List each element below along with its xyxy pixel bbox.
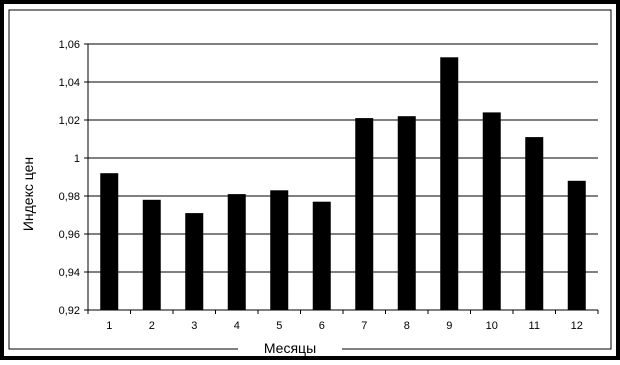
x-tick-label: 4 (234, 320, 240, 332)
bar (185, 213, 204, 310)
x-tick-labels: 1 2 3 4 5 6 7 8 9 10 11 12 (106, 320, 583, 332)
gridlines (88, 43, 598, 273)
bar (482, 112, 501, 311)
y-tick-label: 1,06 (59, 39, 80, 51)
bar (567, 180, 586, 310)
y-axis-title: Индекс цен (20, 157, 36, 231)
bar (227, 194, 246, 310)
bar (397, 116, 416, 310)
x-tick-label: 5 (276, 320, 282, 332)
y-tick-label: 0,92 (59, 305, 80, 317)
bars (100, 57, 586, 311)
y-tick-label: 0,94 (59, 267, 80, 279)
y-axis-title-mask (12, 138, 38, 250)
bar (312, 201, 331, 310)
y-tick-label: 1,02 (59, 115, 80, 127)
x-tick-label: 9 (446, 320, 452, 332)
bar (355, 118, 374, 310)
bar (100, 173, 119, 310)
y-tick-labels: 0,92 0,94 0,96 0,98 1 1,02 1,04 1,06 (59, 39, 80, 317)
x-tick-label: 6 (319, 320, 325, 332)
x-axis-title: Месяцы (264, 340, 316, 356)
x-axis-title-mask (238, 340, 342, 356)
bar (525, 137, 544, 310)
x-tick-label: 2 (149, 320, 155, 332)
bar (142, 199, 161, 310)
x-tick-label: 7 (361, 320, 367, 332)
x-tick-label: 11 (529, 320, 540, 332)
x-tick-label: 8 (404, 320, 410, 332)
bar (270, 190, 289, 310)
x-tick-label: 3 (191, 320, 197, 332)
bar (440, 57, 459, 310)
x-tick-label: 10 (486, 320, 498, 332)
x-tick-label: 1 (106, 320, 112, 332)
y-tick-label: 1 (74, 153, 80, 165)
y-tick-label: 1,04 (59, 77, 80, 89)
axes (84, 43, 599, 314)
x-tick-label: 12 (571, 320, 583, 332)
y-tick-label: 0,96 (59, 229, 80, 241)
y-tick-label: 0,98 (59, 191, 80, 203)
